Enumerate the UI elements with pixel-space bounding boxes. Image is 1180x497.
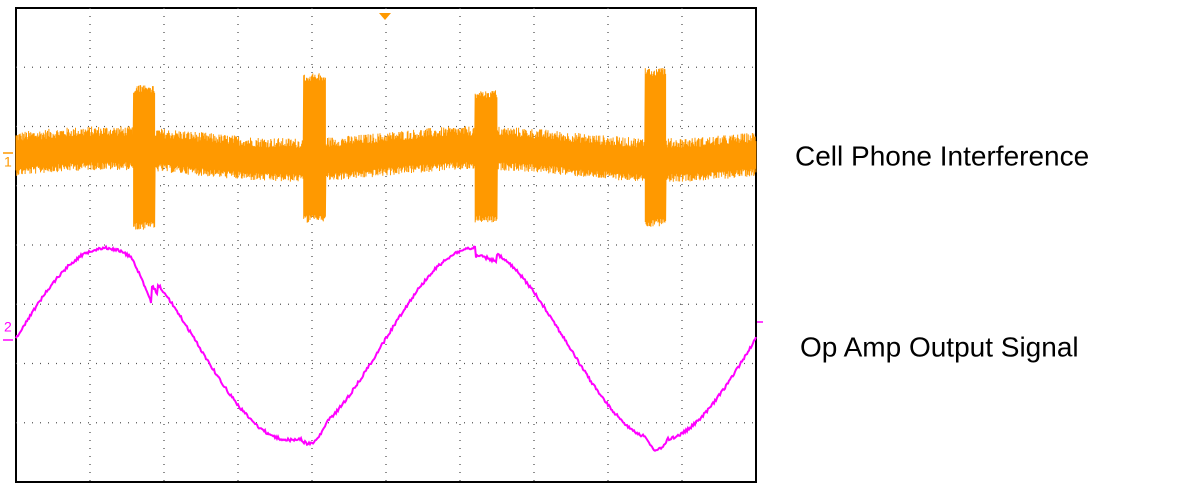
label-cell-phone: Cell Phone Interference: [795, 140, 1089, 171]
channel-2-trace: [15, 244, 757, 452]
label-op-amp: Op Amp Output Signal: [800, 331, 1079, 362]
grid: [16, 8, 756, 482]
channel-2-marker: 2: [4, 319, 12, 335]
channel-1-marker: 1: [4, 154, 12, 170]
trigger-marker: [379, 13, 391, 20]
channel-1-trace: [15, 67, 757, 230]
